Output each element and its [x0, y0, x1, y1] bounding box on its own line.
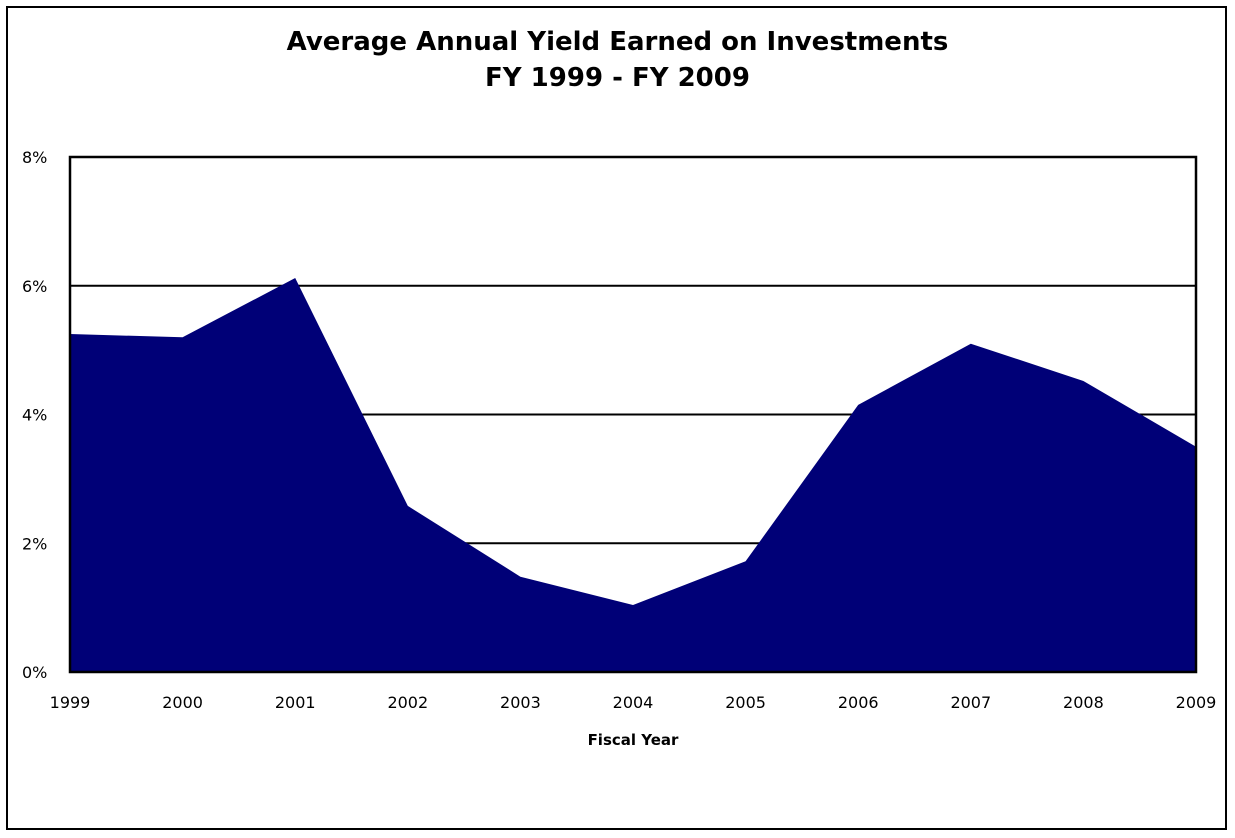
x-tick-label: 2008 — [1063, 693, 1104, 712]
x-tick-label: 2002 — [387, 693, 428, 712]
x-tick-label: 2005 — [725, 693, 766, 712]
plot-area-border — [68, 155, 1198, 674]
x-tick-label: 2003 — [500, 693, 541, 712]
y-tick-label: 0% — [22, 663, 47, 682]
chart-title: Average Annual Yield Earned on Investmen… — [286, 27, 949, 57]
chart-subtitle: FY 1999 - FY 2009 — [485, 63, 750, 93]
x-tick-label: 2009 — [1176, 693, 1217, 712]
x-tick-label: 2001 — [275, 693, 316, 712]
area-series-0 — [70, 278, 1196, 672]
x-tick-label: 2004 — [613, 693, 654, 712]
y-tick-label: 2% — [22, 534, 47, 553]
x-tick-label: 2006 — [838, 693, 879, 712]
x-tick-labels: 1999 2000 2001 2002 2003 2004 2005 2006 2007 2008… — [50, 693, 1217, 712]
y-tick-label: 4% — [22, 406, 47, 425]
x-tick-label: 1999 — [50, 693, 91, 712]
plot-border — [68, 155, 1198, 674]
area-series — [70, 278, 1196, 672]
y-tick-label: 8% — [22, 148, 47, 167]
x-axis-label: Fiscal Year — [588, 731, 679, 749]
x-tick-label: 2000 — [162, 693, 203, 712]
y-tick-label: 6% — [22, 277, 47, 296]
y-tick-labels: 0% 2% 4% 6% 8% — [22, 148, 47, 682]
x-tick-label: 2007 — [950, 693, 991, 712]
chart-titles: Average Annual Yield Earned on Investmen… — [0, 24, 1235, 96]
